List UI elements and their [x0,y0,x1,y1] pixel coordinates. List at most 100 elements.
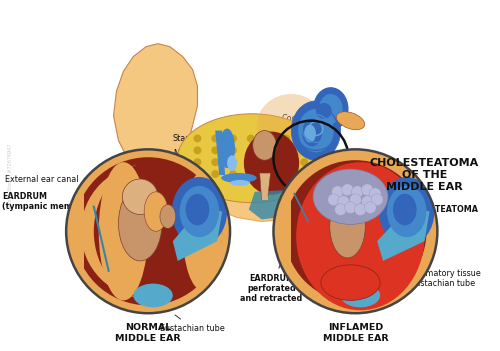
Circle shape [247,146,254,154]
Ellipse shape [160,205,176,228]
Circle shape [328,194,340,206]
Circle shape [264,158,272,166]
Ellipse shape [340,284,380,307]
Polygon shape [215,131,225,175]
Circle shape [247,134,254,143]
Polygon shape [66,182,84,281]
Ellipse shape [221,173,256,183]
Circle shape [212,158,219,166]
Circle shape [212,146,219,154]
Text: CHOLESTEATOMA: CHOLESTEATOMA [358,198,479,214]
Ellipse shape [227,155,237,171]
Circle shape [338,196,349,207]
Ellipse shape [274,149,438,313]
Circle shape [274,149,438,313]
Ellipse shape [98,162,148,300]
Circle shape [300,134,308,143]
Polygon shape [260,173,270,200]
Ellipse shape [94,162,212,300]
Text: Stapes: Stapes [173,134,279,155]
Polygon shape [262,178,268,182]
Circle shape [282,146,290,154]
Polygon shape [262,196,268,200]
Circle shape [300,170,308,178]
Polygon shape [377,207,430,261]
Ellipse shape [172,177,227,246]
Circle shape [342,184,353,196]
Ellipse shape [298,109,334,152]
Ellipse shape [302,119,322,146]
Ellipse shape [244,132,299,195]
Ellipse shape [379,177,434,246]
Polygon shape [114,44,198,182]
Ellipse shape [144,192,168,231]
Circle shape [300,146,308,154]
Ellipse shape [319,94,342,124]
Circle shape [332,186,344,198]
Text: Cochlea: Cochlea [282,114,314,143]
Circle shape [334,204,346,216]
Circle shape [229,170,237,178]
Circle shape [229,134,237,143]
Ellipse shape [330,195,366,258]
Circle shape [370,188,381,200]
Ellipse shape [74,157,222,305]
Circle shape [282,158,290,166]
Circle shape [364,202,376,213]
Circle shape [194,134,202,143]
Polygon shape [182,126,338,221]
Text: Eustachian tube: Eustachian tube [160,315,225,332]
Circle shape [194,146,202,154]
Circle shape [247,158,254,166]
Text: Incus: Incus [173,170,268,179]
Ellipse shape [182,172,222,291]
Ellipse shape [178,114,326,203]
Text: CHOLESTEATOMA
OF THE
MIDDLE EAR: CHOLESTEATOMA OF THE MIDDLE EAR [370,158,479,192]
Ellipse shape [387,186,426,237]
Circle shape [362,196,373,207]
Ellipse shape [313,87,348,131]
Text: Inflammatory tissue
of Eustachian tube: Inflammatory tissue of Eustachian tube [363,269,480,289]
Circle shape [212,170,219,178]
Ellipse shape [321,265,380,300]
Ellipse shape [332,188,362,216]
Circle shape [344,202,356,213]
Ellipse shape [296,162,424,310]
Circle shape [264,146,272,154]
Ellipse shape [284,160,426,302]
Circle shape [371,194,383,206]
Circle shape [354,204,366,216]
Circle shape [247,170,254,178]
Ellipse shape [66,149,230,313]
Polygon shape [262,187,268,191]
Circle shape [229,146,237,154]
Circle shape [352,186,364,198]
Ellipse shape [393,194,416,225]
Polygon shape [282,190,316,214]
Ellipse shape [230,180,250,186]
Circle shape [229,158,237,166]
Ellipse shape [186,194,210,225]
Circle shape [362,184,373,196]
Text: EARDRUM
perforated
and retracted: EARDRUM perforated and retracted [240,237,302,304]
Polygon shape [249,190,304,219]
Ellipse shape [292,101,341,160]
Text: INFLAMED
MIDDLE EAR: INFLAMED MIDDLE EAR [322,323,388,343]
Ellipse shape [81,164,215,298]
Text: Malleus: Malleus [173,149,262,158]
Ellipse shape [252,131,276,160]
Text: Adobe Stock | #72676947: Adobe Stock | #72676947 [8,144,14,208]
Circle shape [282,170,290,178]
Ellipse shape [118,186,162,261]
Ellipse shape [134,284,173,307]
Polygon shape [173,207,222,261]
Circle shape [350,194,362,206]
Ellipse shape [219,128,235,168]
Circle shape [212,134,219,143]
Circle shape [66,149,230,313]
Circle shape [194,158,202,166]
Text: EARDRUM
(tympanic membrane): EARDRUM (tympanic membrane) [2,192,204,211]
Circle shape [282,134,290,143]
Polygon shape [274,182,291,281]
Ellipse shape [180,186,219,237]
